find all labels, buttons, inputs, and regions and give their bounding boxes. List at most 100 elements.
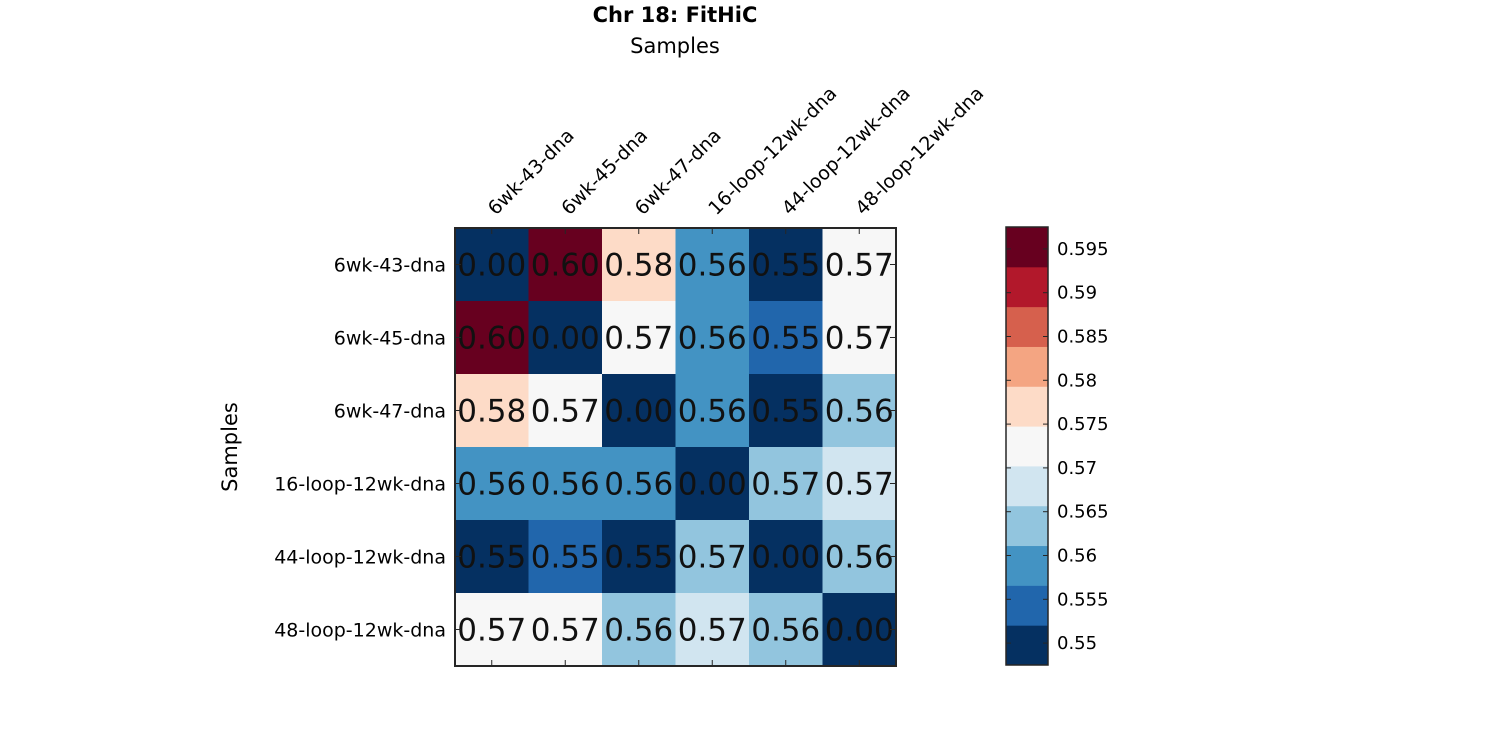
cell-value-label: 0.55 xyxy=(531,540,600,576)
heatmap-cell xyxy=(455,374,529,448)
heatmap-cells xyxy=(455,228,897,667)
heatmap-cell xyxy=(528,301,603,375)
colorbar-tick-label: 0.58 xyxy=(1057,370,1097,391)
heatmap-cell xyxy=(455,301,529,375)
cell-value-label: 0.57 xyxy=(531,613,600,649)
colorbar-tick-label: 0.55 xyxy=(1057,633,1097,654)
heatmap-cell xyxy=(455,447,529,521)
cell-value-label: 0.55 xyxy=(457,540,526,576)
cell-value-label: 0.00 xyxy=(825,613,894,649)
y-tick-label: 16-loop-12wk-dna xyxy=(274,474,446,496)
heatmap-cell xyxy=(528,228,603,302)
cell-value-label: 0.56 xyxy=(457,467,526,503)
heatmap-cell xyxy=(675,374,750,448)
heatmap-cell xyxy=(602,228,676,302)
heatmap-cell xyxy=(749,520,823,594)
cell-value-label: 0.56 xyxy=(825,394,894,430)
cell-value-label: 0.57 xyxy=(825,321,894,357)
cell-value-label: 0.58 xyxy=(604,248,673,284)
cell-value-label: 0.00 xyxy=(457,248,526,284)
heatmap-cell xyxy=(528,520,603,594)
cell-value-label: 0.58 xyxy=(457,394,526,430)
plot-frame xyxy=(454,227,897,667)
heatmap-cell xyxy=(602,593,676,667)
cell-value-label: 0.56 xyxy=(678,321,747,357)
heatmap-cell xyxy=(528,374,603,448)
y-tick-labels: 6wk-43-dna 6wk-45-dna 6wk-47-dna 16-loop-12… xyxy=(274,255,446,642)
colorbar-segment xyxy=(1006,227,1048,268)
heatmap-cell xyxy=(455,228,529,302)
cell-value-label: 0.55 xyxy=(751,248,820,284)
cell-value-label: 0.00 xyxy=(678,467,747,503)
heatmap-cell xyxy=(675,301,750,375)
colorbar-segment xyxy=(1006,306,1048,347)
heatmap-cell xyxy=(749,228,823,302)
colorbar-tick-label: 0.585 xyxy=(1057,327,1109,348)
heatmap-cell xyxy=(822,520,897,594)
cell-value-label: 0.00 xyxy=(604,394,673,430)
colorbar-tick-label: 0.555 xyxy=(1057,589,1109,610)
cell-value-label: 0.55 xyxy=(751,394,820,430)
heatmap-cell xyxy=(749,301,823,375)
cell-value-label: 0.57 xyxy=(604,321,673,357)
heatmap-cell xyxy=(822,228,897,302)
cell-value-label: 0.55 xyxy=(751,321,820,357)
heatmap-cell xyxy=(749,593,823,667)
cell-value-label: 0.56 xyxy=(751,613,820,649)
colorbar: 0.595 0.59 0.585 0.58 0.575 0.57 0.565 0.56 0.55… xyxy=(1005,226,1109,666)
x-tick-label: 48-loop-12wk-dna xyxy=(851,82,988,219)
colorbar-tick-label: 0.57 xyxy=(1057,458,1097,479)
colorbar-segment xyxy=(1006,545,1048,586)
heatmap-cell xyxy=(822,593,897,667)
heatmap-cell xyxy=(602,374,676,448)
colorbar-tick-label: 0.565 xyxy=(1057,502,1109,523)
y-axis-label: Samples xyxy=(218,402,242,492)
colorbar-segment xyxy=(1006,625,1048,666)
heatmap-cell xyxy=(455,593,529,667)
colorbar-tick-label: 0.56 xyxy=(1057,546,1097,567)
cell-value-label: 0.57 xyxy=(678,613,747,649)
colorbar-segment xyxy=(1006,426,1048,467)
cell-value-label: 0.57 xyxy=(825,248,894,284)
heatmap-cell xyxy=(455,520,529,594)
heatmap-cell xyxy=(528,593,603,667)
y-tick-label: 44-loop-12wk-dna xyxy=(274,547,446,569)
colorbar-tick-label: 0.595 xyxy=(1057,239,1109,260)
heatmap-cell xyxy=(602,447,676,521)
x-tick-labels: 6wk-43-dna6wk-45-dna6wk-47-dna16-loop-12… xyxy=(484,82,989,219)
colorbar-segment xyxy=(1006,585,1048,626)
heatmap-cell xyxy=(675,447,750,521)
colorbar-segment xyxy=(1006,465,1048,507)
y-tick-label: 6wk-45-dna xyxy=(334,328,446,350)
heatmap-cell xyxy=(822,301,897,375)
cell-value-label: 0.57 xyxy=(531,394,600,430)
x-tick-label: 16-loop-12wk-dna xyxy=(704,82,841,219)
cell-value-label: 0.57 xyxy=(825,467,894,503)
heatmap-cell xyxy=(602,520,676,594)
colorbar-segment xyxy=(1006,346,1048,387)
colorbar-tick-label: 0.59 xyxy=(1057,283,1097,304)
colorbar-tick-label: 0.575 xyxy=(1057,414,1109,435)
heatmap-cell xyxy=(528,447,603,521)
colorbar-segment xyxy=(1006,505,1048,547)
heatmap-cell xyxy=(822,447,897,521)
cell-value-label: 0.57 xyxy=(751,467,820,503)
cell-value-label: 0.56 xyxy=(678,394,747,430)
x-tick-label: 44-loop-12wk-dna xyxy=(778,82,915,219)
chart-title: Chr 18: FitHiC xyxy=(593,3,758,27)
cell-value-label: 0.56 xyxy=(678,248,747,284)
cell-value-label: 0.56 xyxy=(604,613,673,649)
cell-value-label: 0.60 xyxy=(457,321,526,357)
heatmap-cell xyxy=(749,447,823,521)
y-tick-label: 6wk-43-dna xyxy=(334,255,446,277)
colorbar-frame xyxy=(1005,226,1049,666)
heatmap-cell xyxy=(675,593,750,667)
heatmap-cell xyxy=(675,228,750,302)
colorbar-segment xyxy=(1006,266,1048,308)
cell-value-label: 0.56 xyxy=(825,540,894,576)
cell-value-label: 0.56 xyxy=(531,467,600,503)
x-axis-label: Samples xyxy=(630,34,720,58)
heatmap-cell xyxy=(675,520,750,594)
cell-value-label: 0.57 xyxy=(678,540,747,576)
heatmap-cell xyxy=(749,374,823,448)
